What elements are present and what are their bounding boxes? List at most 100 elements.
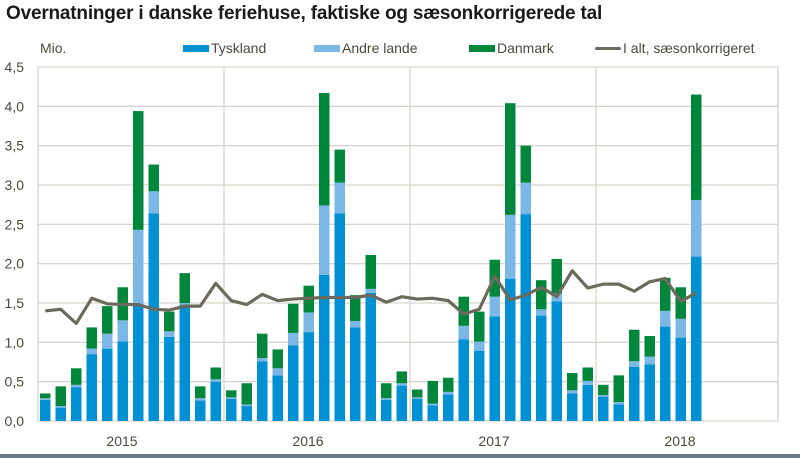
bar-segment-tyskland: [210, 381, 221, 421]
bar-segment-andre-lande: [691, 199, 702, 257]
bar-segment-tyskland: [443, 394, 454, 421]
bar-segment-tyskland: [272, 375, 283, 421]
legend-item-i-alt: I alt, sæsonkorrigeret: [595, 40, 755, 56]
bottom-border: [0, 454, 800, 458]
y-tick-label: 2,5: [5, 216, 25, 232]
legend-label: I alt, sæsonkorrigeret: [623, 40, 755, 56]
bar-segment-andre-lande: [412, 397, 423, 399]
bar-segment-andre-lande: [102, 333, 113, 349]
legend-item-danmark: Danmark: [469, 40, 554, 56]
legend-item-andre-lande: Andre lande: [314, 40, 418, 56]
x-tick-label: 2017: [478, 433, 509, 449]
y-axis-unit-label: Mio.: [40, 40, 67, 56]
bar-segment-tyskland: [675, 337, 686, 421]
y-tick-label: 3,0: [5, 177, 25, 193]
legend-line-i-alt: [595, 46, 621, 50]
bar-segment-tyskland: [505, 278, 516, 421]
bar-segment-tyskland: [567, 393, 578, 421]
bar-segment-tyskland: [613, 404, 624, 421]
bar-segment-danmark: [257, 333, 268, 359]
bar-segment-andre-lande: [505, 214, 516, 279]
y-tick-label: 1,5: [5, 295, 25, 311]
bar-segment-andre-lande: [272, 368, 283, 376]
y-tick-label: 4,5: [5, 59, 25, 75]
bar-segment-danmark: [427, 380, 438, 404]
chart-legend: Tyskland Andre lande Danmark I alt, sæso…: [0, 40, 800, 60]
bar-segment-tyskland: [381, 399, 392, 421]
bar-segment-andre-lande: [381, 398, 392, 400]
bar-segment-andre-lande: [520, 182, 531, 215]
bar-segment-andre-lande: [644, 356, 655, 365]
bar-segment-tyskland: [412, 398, 423, 421]
bar-segment-tyskland: [350, 327, 361, 421]
x-tick-label: 2018: [664, 433, 695, 449]
bar-segment-tyskland: [117, 341, 128, 421]
y-tick-label: 4,0: [5, 98, 25, 114]
bar-segment-tyskland: [86, 354, 97, 421]
bar-segment-andre-lande: [598, 395, 609, 397]
bar-segment-tyskland: [520, 214, 531, 421]
bar-segment-andre-lande: [443, 391, 454, 395]
bar-segment-andre-lande: [396, 383, 407, 386]
bar-segment-danmark: [350, 295, 361, 322]
bar-segment-andre-lande: [148, 191, 159, 214]
chart-title: Overnatninger i danske feriehuse, faktis…: [6, 3, 603, 24]
bar-segment-andre-lande: [567, 390, 578, 394]
bar-segment-danmark: [458, 296, 469, 326]
bar-segment-danmark: [613, 375, 624, 403]
bar-segment-tyskland: [257, 361, 268, 421]
legend-label: Danmark: [497, 40, 554, 56]
bar-segment-danmark: [598, 384, 609, 396]
bar-segment-danmark: [55, 386, 66, 407]
x-tick-label: 2015: [106, 433, 137, 449]
bar-segment-andre-lande: [303, 312, 314, 333]
bar-segment-tyskland: [474, 350, 485, 421]
y-tick-label: 1,0: [5, 334, 25, 350]
legend-swatch-tyskland: [183, 44, 209, 52]
bar-segment-andre-lande: [660, 310, 671, 327]
bar-segment-danmark: [133, 111, 144, 230]
bar-segment-tyskland: [40, 399, 51, 421]
bar-segment-danmark: [365, 255, 376, 289]
bar-segment-andre-lande: [365, 288, 376, 293]
bar-segment-danmark: [334, 149, 345, 183]
bar-segment-tyskland: [691, 256, 702, 421]
bar-segment-tyskland: [133, 304, 144, 421]
bar-segment-tyskland: [598, 396, 609, 421]
bar-segment-danmark: [319, 92, 330, 206]
bar-segment-tyskland: [226, 398, 237, 421]
bar-segment-danmark: [660, 277, 671, 311]
bar-segment-danmark: [551, 258, 562, 294]
bar-segment-danmark: [381, 383, 392, 399]
bar-segment-tyskland: [396, 385, 407, 421]
bar-segment-danmark: [443, 377, 454, 392]
bar-segment-andre-lande: [164, 331, 175, 337]
bar-segment-andre-lande: [55, 406, 66, 408]
bar-segment-tyskland: [71, 387, 82, 421]
bar-segment-andre-lande: [319, 205, 330, 275]
bar-segment-tyskland: [303, 332, 314, 421]
bar-segment-andre-lande: [86, 348, 97, 355]
bar-segment-danmark: [102, 306, 113, 334]
bar-segment-andre-lande: [675, 318, 686, 338]
bar-segment-danmark: [241, 383, 252, 405]
bar-segment-tyskland: [55, 407, 66, 421]
legend-item-tyskland: Tyskland: [183, 40, 266, 56]
bar-segment-andre-lande: [257, 358, 268, 362]
bar-segment-andre-lande: [350, 321, 361, 328]
bar-segment-andre-lande: [40, 398, 51, 400]
bar-segment-danmark: [71, 368, 82, 385]
bar-segment-tyskland: [319, 274, 330, 421]
bar-segment-danmark: [148, 164, 159, 192]
bar-segment-andre-lande: [226, 397, 237, 399]
bar-segment-andre-lande: [458, 325, 469, 340]
bar-segment-danmark: [520, 145, 531, 183]
bar-segment-andre-lande: [334, 182, 345, 214]
bar-segment-danmark: [86, 327, 97, 349]
y-tick-label: 0,0: [5, 413, 25, 429]
x-tick-label: 2016: [292, 433, 323, 449]
bar-segment-andre-lande: [474, 341, 485, 351]
bar-segment-tyskland: [241, 406, 252, 421]
bar-segment-andre-lande: [71, 384, 82, 388]
legend-swatch-andre-lande: [314, 44, 340, 52]
